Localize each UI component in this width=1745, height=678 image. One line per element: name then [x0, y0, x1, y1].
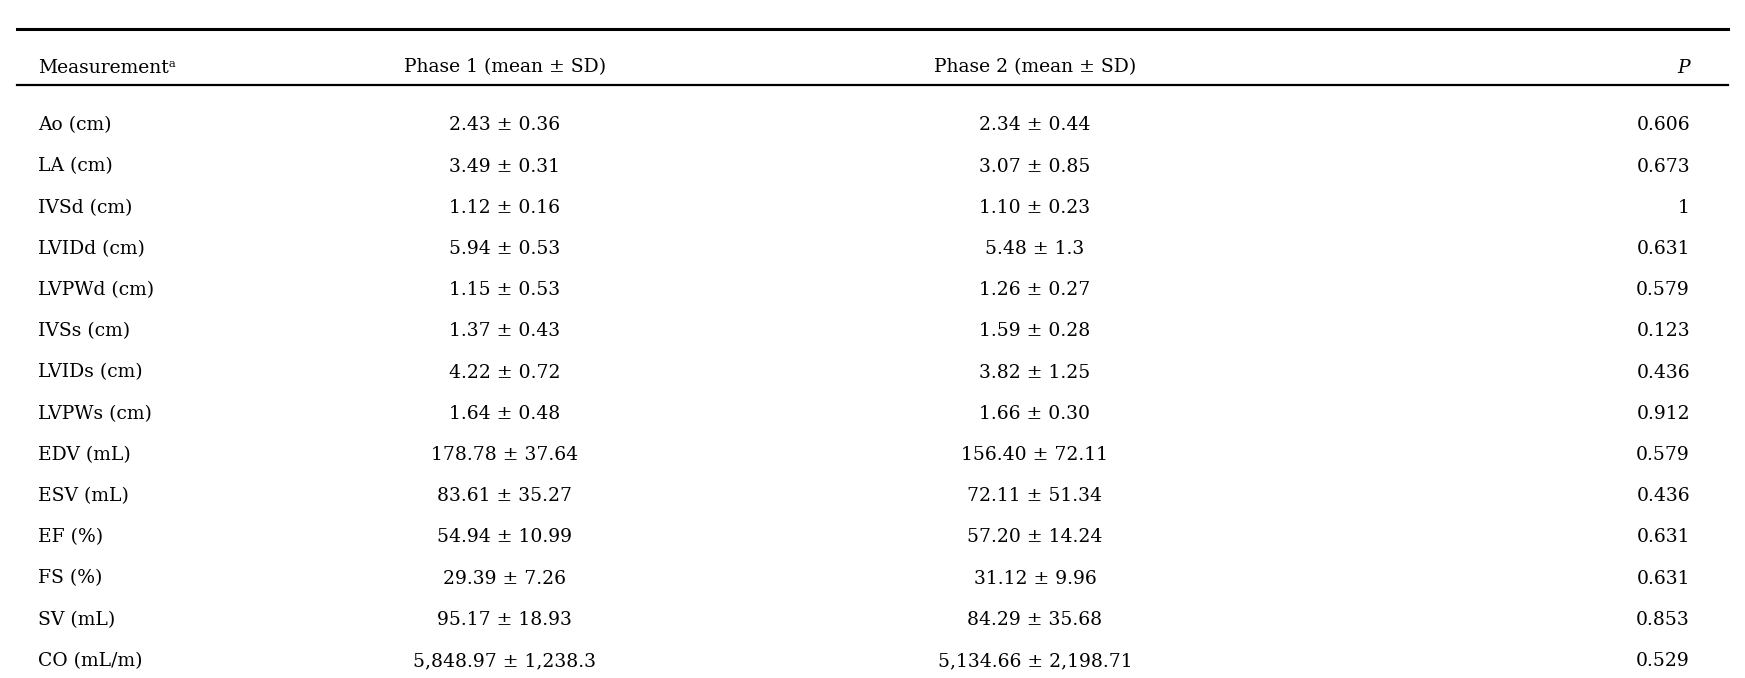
Text: 0.631: 0.631: [1637, 240, 1689, 258]
Text: 0.579: 0.579: [1637, 446, 1689, 464]
Text: 84.29 ± 35.68: 84.29 ± 35.68: [967, 611, 1103, 629]
Text: 83.61 ± 35.27: 83.61 ± 35.27: [438, 487, 572, 505]
Text: ESV (mL): ESV (mL): [38, 487, 129, 505]
Text: 1.10 ± 0.23: 1.10 ± 0.23: [979, 199, 1091, 217]
Text: 54.94 ± 10.99: 54.94 ± 10.99: [438, 528, 572, 546]
Text: 1.12 ± 0.16: 1.12 ± 0.16: [448, 199, 560, 217]
Text: 0.606: 0.606: [1637, 117, 1689, 134]
Text: 1: 1: [1679, 199, 1689, 217]
Text: Ao (cm): Ao (cm): [38, 117, 112, 134]
Text: 0.631: 0.631: [1637, 528, 1689, 546]
Text: 1.37 ± 0.43: 1.37 ± 0.43: [448, 322, 560, 340]
Text: LVIDs (cm): LVIDs (cm): [38, 363, 143, 382]
Text: 2.43 ± 0.36: 2.43 ± 0.36: [448, 117, 560, 134]
Text: 3.82 ± 1.25: 3.82 ± 1.25: [979, 363, 1091, 382]
Text: 3.49 ± 0.31: 3.49 ± 0.31: [448, 157, 560, 176]
Text: 1.64 ± 0.48: 1.64 ± 0.48: [448, 405, 560, 422]
Text: 0.912: 0.912: [1637, 405, 1689, 422]
Text: 0.631: 0.631: [1637, 570, 1689, 588]
Text: P: P: [1677, 58, 1689, 77]
Text: LA (cm): LA (cm): [38, 157, 113, 176]
Text: LVPWs (cm): LVPWs (cm): [38, 405, 152, 422]
Text: LVIDd (cm): LVIDd (cm): [38, 240, 145, 258]
Text: Phase 2 (mean ± SD): Phase 2 (mean ± SD): [934, 58, 1136, 77]
Text: 4.22 ± 0.72: 4.22 ± 0.72: [448, 363, 560, 382]
Text: 156.40 ± 72.11: 156.40 ± 72.11: [961, 446, 1108, 464]
Text: 5,848.97 ± 1,238.3: 5,848.97 ± 1,238.3: [414, 652, 597, 670]
Text: 31.12 ± 9.96: 31.12 ± 9.96: [974, 570, 1096, 588]
Text: IVSs (cm): IVSs (cm): [38, 322, 131, 340]
Text: 178.78 ± 37.64: 178.78 ± 37.64: [431, 446, 578, 464]
Text: SV (mL): SV (mL): [38, 611, 115, 629]
Text: CO (mL/m): CO (mL/m): [38, 652, 143, 670]
Text: 0.673: 0.673: [1637, 157, 1689, 176]
Text: 0.436: 0.436: [1637, 363, 1689, 382]
Text: 5,134.66 ± 2,198.71: 5,134.66 ± 2,198.71: [937, 652, 1133, 670]
Text: 5.48 ± 1.3: 5.48 ± 1.3: [986, 240, 1085, 258]
Text: 95.17 ± 18.93: 95.17 ± 18.93: [438, 611, 572, 629]
Text: 0.579: 0.579: [1637, 281, 1689, 299]
Text: 1.66 ± 0.30: 1.66 ± 0.30: [979, 405, 1091, 422]
Text: 1.59 ± 0.28: 1.59 ± 0.28: [979, 322, 1091, 340]
Text: 1.26 ± 0.27: 1.26 ± 0.27: [979, 281, 1091, 299]
Text: Measurementᵃ: Measurementᵃ: [38, 58, 176, 77]
Text: 0.123: 0.123: [1637, 322, 1689, 340]
Text: 3.07 ± 0.85: 3.07 ± 0.85: [979, 157, 1091, 176]
Text: 2.34 ± 0.44: 2.34 ± 0.44: [979, 117, 1091, 134]
Text: EF (%): EF (%): [38, 528, 103, 546]
Text: Phase 1 (mean ± SD): Phase 1 (mean ± SD): [403, 58, 606, 77]
Text: IVSd (cm): IVSd (cm): [38, 199, 133, 217]
Text: 0.436: 0.436: [1637, 487, 1689, 505]
Text: 1.15 ± 0.53: 1.15 ± 0.53: [448, 281, 560, 299]
Text: 0.853: 0.853: [1637, 611, 1689, 629]
Text: LVPWd (cm): LVPWd (cm): [38, 281, 154, 299]
Text: FS (%): FS (%): [38, 570, 103, 588]
Text: 29.39 ± 7.26: 29.39 ± 7.26: [443, 570, 567, 588]
Text: EDV (mL): EDV (mL): [38, 446, 131, 464]
Text: 57.20 ± 14.24: 57.20 ± 14.24: [967, 528, 1103, 546]
Text: 0.529: 0.529: [1637, 652, 1689, 670]
Text: 72.11 ± 51.34: 72.11 ± 51.34: [967, 487, 1103, 505]
Text: 5.94 ± 0.53: 5.94 ± 0.53: [448, 240, 560, 258]
